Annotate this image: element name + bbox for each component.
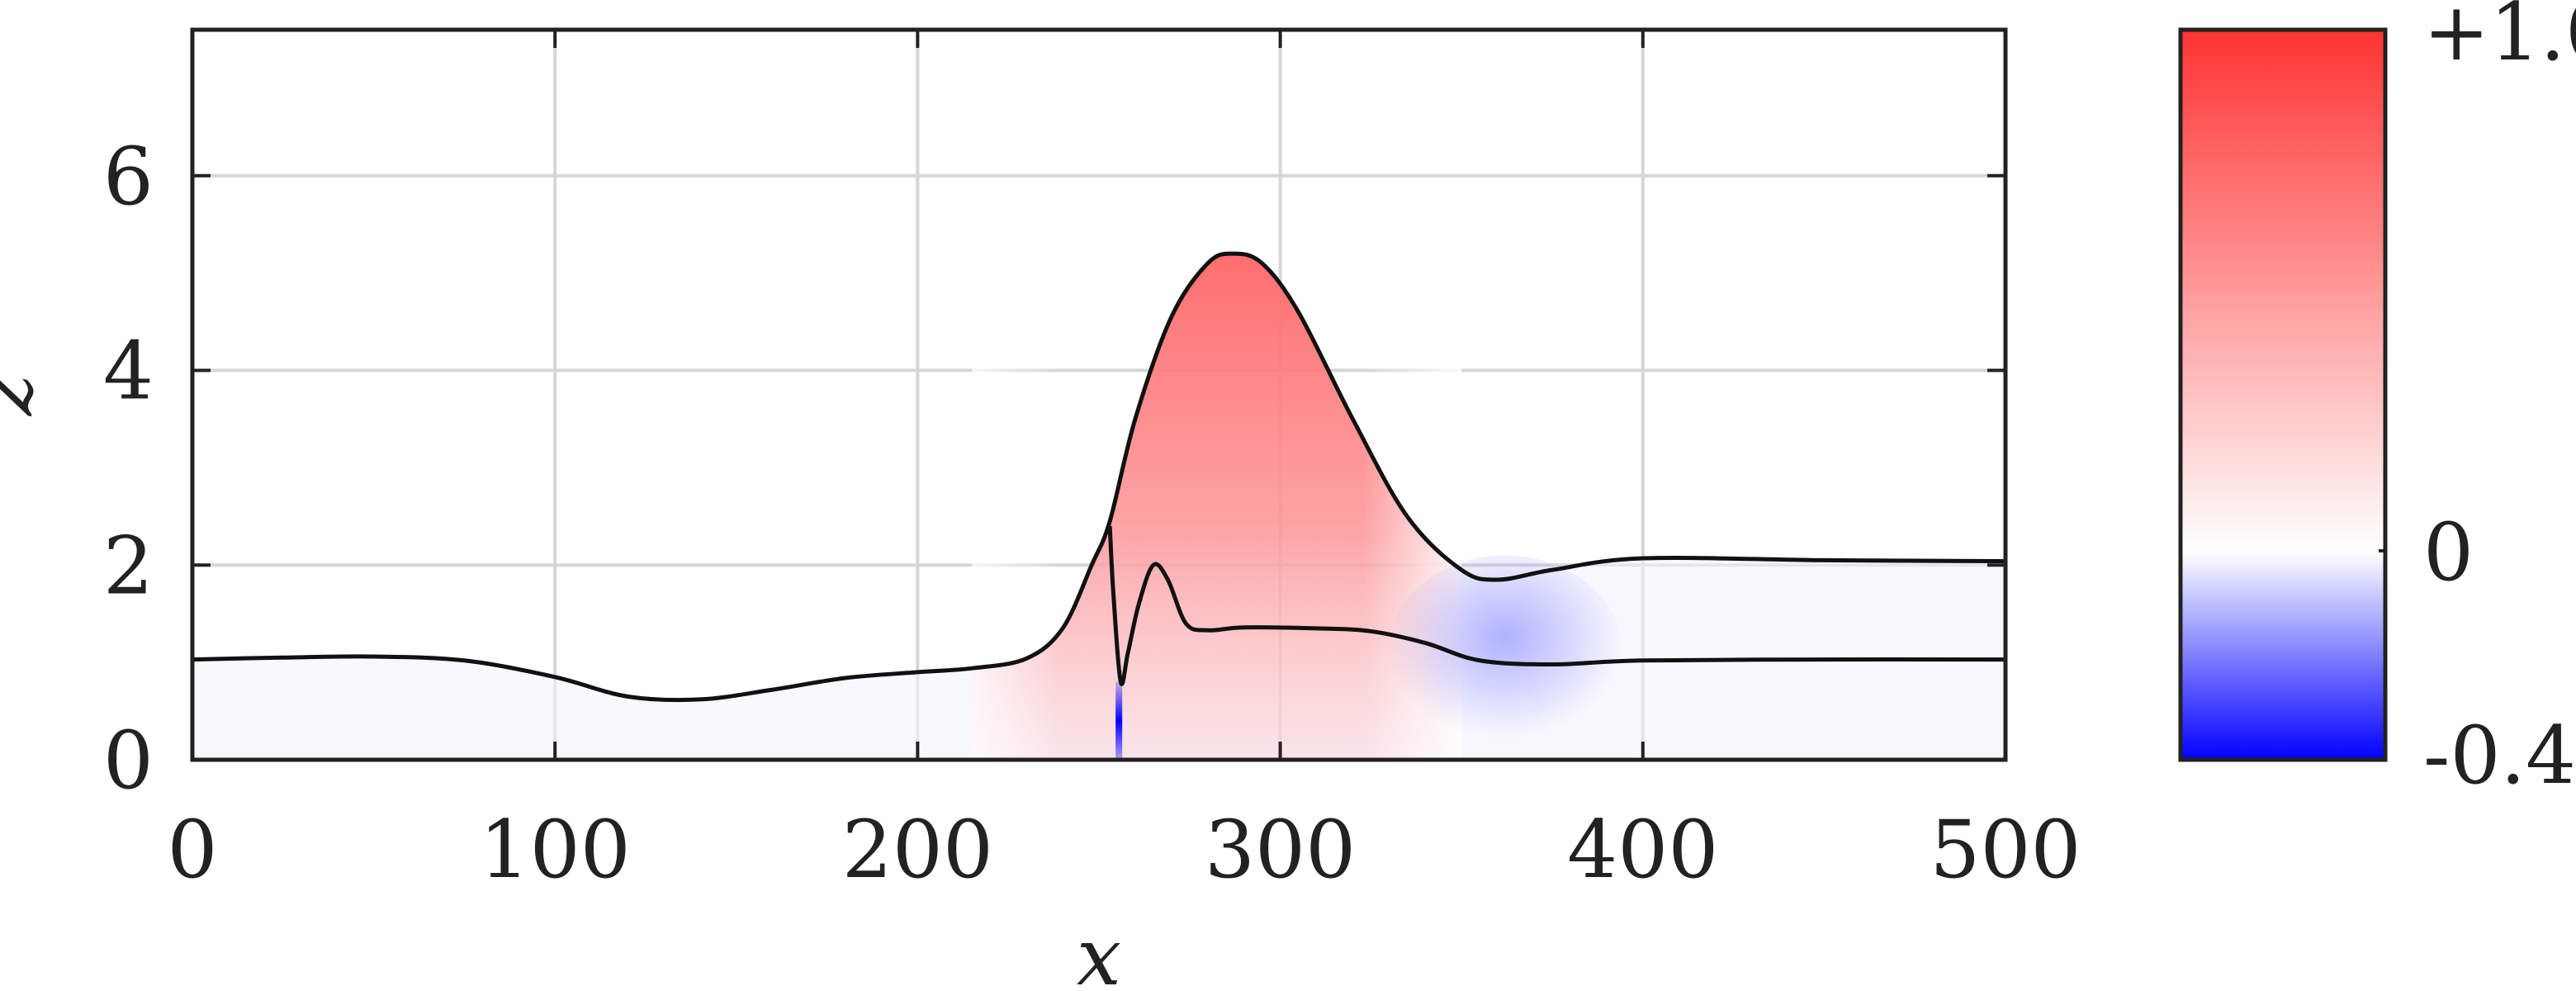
y-axis-label: z	[0, 372, 50, 416]
x-axis-label: x	[1077, 911, 1121, 991]
series-line-2	[1107, 525, 2005, 686]
x-tick-label: 200	[842, 804, 993, 896]
series-line-1	[192, 251, 2005, 703]
x-tick-label: 500	[1930, 804, 2081, 896]
colorbar-gradient	[2178, 27, 2388, 762]
x-tick-label: 100	[480, 804, 631, 896]
x-tick-label: 400	[1567, 804, 1718, 896]
series-lines	[192, 251, 2005, 703]
colorbar: +1.0 0 -0.4	[2178, 0, 2576, 802]
x-tick-label: 0	[167, 804, 217, 896]
x-tick-label: 300	[1205, 804, 1356, 896]
y-tick-label: 2	[103, 519, 154, 612]
y-tick-label: 0	[103, 714, 154, 807]
plot-frame	[190, 27, 2008, 762]
negative-spike	[1115, 681, 1123, 760]
negative-region	[1385, 555, 1625, 760]
axis-ticks	[191, 30, 2007, 761]
positive-region-fade	[972, 244, 1462, 760]
colorbar-label-max: +1.0	[2423, 0, 2576, 78]
y-tick-label: 4	[103, 325, 154, 418]
colorbar-label-zero: 0	[2423, 506, 2474, 599]
y-tick-label: 6	[103, 130, 154, 223]
color-field	[192, 244, 2005, 760]
colorbar-label-min: -0.4	[2423, 709, 2576, 802]
